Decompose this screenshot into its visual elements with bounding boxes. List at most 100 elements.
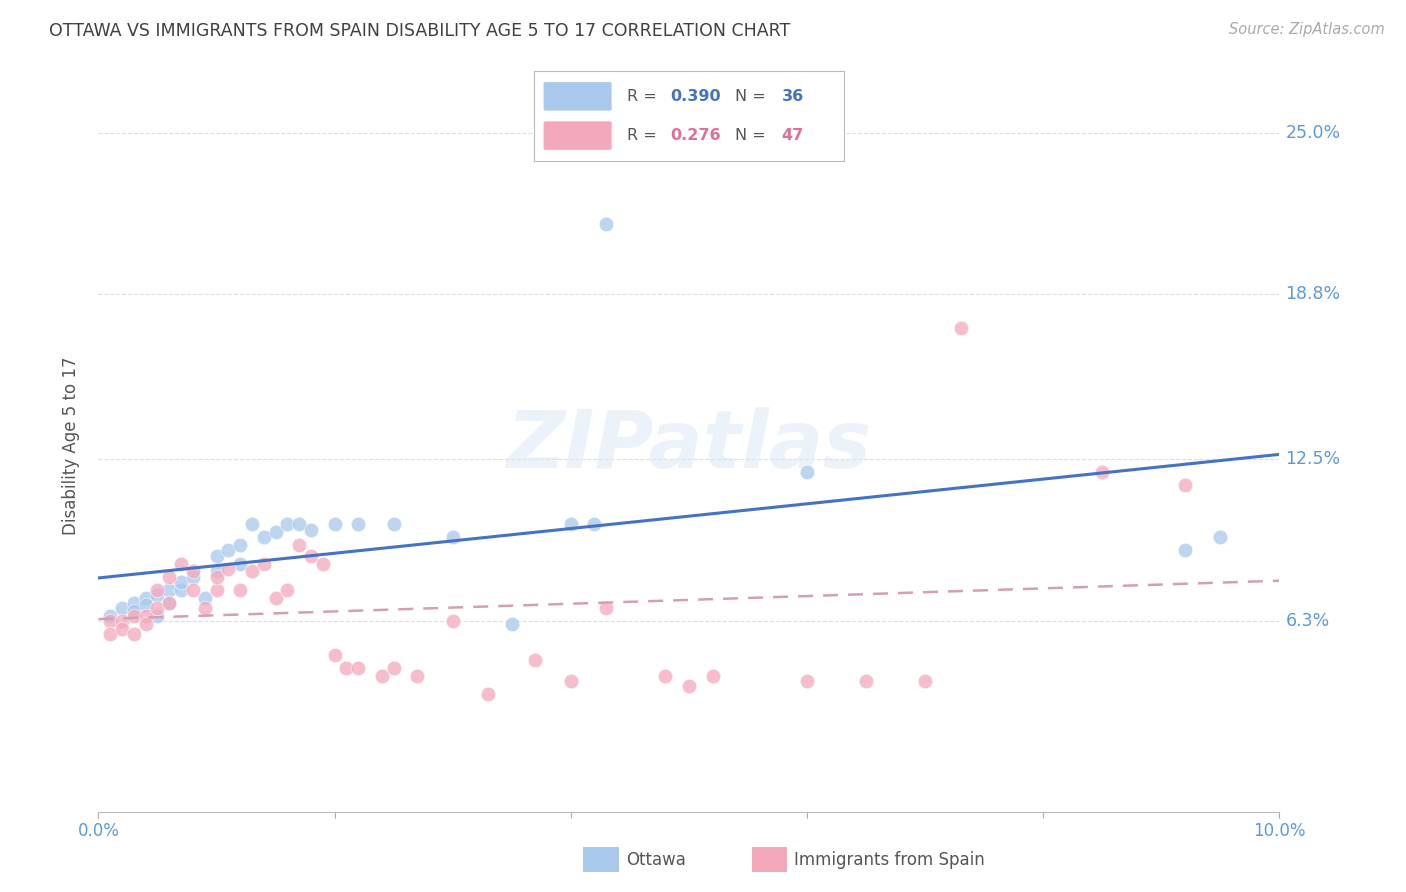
Point (122, 608, 145, 623)
Point (264, 525, 287, 540)
Point (146, 608, 169, 623)
Text: 0.276: 0.276 (671, 128, 721, 143)
Point (240, 517, 263, 532)
Text: 47: 47 (782, 128, 804, 143)
Point (323, 648, 346, 662)
Point (323, 517, 346, 532)
Point (382, 661, 405, 675)
Point (678, 679, 700, 693)
Text: N =: N = (735, 128, 772, 143)
Point (347, 661, 370, 675)
Point (1174, 478, 1197, 492)
Text: 6.3%: 6.3% (1285, 612, 1330, 630)
Text: Immigrants from Spain: Immigrants from Spain (794, 851, 986, 869)
Text: 18.8%: 18.8% (1285, 285, 1340, 303)
Point (796, 674, 818, 689)
Point (855, 674, 877, 689)
Text: 12.5%: 12.5% (1285, 450, 1340, 468)
Point (217, 562, 239, 576)
Point (501, 616, 523, 631)
Point (595, 217, 617, 231)
Point (135, 599, 157, 613)
Text: Ottawa: Ottawa (626, 851, 686, 869)
Point (335, 661, 357, 675)
Point (796, 465, 818, 479)
Point (288, 517, 311, 532)
Point (1091, 465, 1114, 479)
Point (654, 669, 676, 683)
Point (98, 608, 121, 623)
Point (194, 601, 217, 615)
FancyBboxPatch shape (544, 121, 612, 150)
Point (702, 669, 724, 683)
Point (146, 588, 169, 602)
Text: R =: R = (627, 89, 662, 103)
Point (135, 608, 157, 623)
Point (170, 574, 193, 589)
Point (299, 549, 322, 563)
Text: R =: R = (627, 128, 662, 143)
Point (253, 557, 276, 571)
Point (181, 582, 204, 597)
Text: 0.390: 0.390 (671, 89, 721, 103)
Point (205, 569, 228, 583)
Point (194, 591, 217, 605)
Text: 25.0%: 25.0% (1285, 123, 1340, 142)
Point (524, 653, 547, 667)
Point (288, 538, 311, 552)
Y-axis label: Disability Age 5 to 17: Disability Age 5 to 17 (62, 357, 80, 535)
Point (371, 669, 394, 683)
Point (299, 523, 322, 537)
Point (264, 591, 287, 605)
Point (560, 674, 582, 689)
Point (157, 596, 180, 610)
Point (253, 530, 276, 544)
Point (229, 538, 252, 552)
Point (560, 517, 582, 532)
Point (122, 627, 145, 641)
Point (98, 627, 121, 641)
Point (312, 557, 335, 571)
Point (477, 687, 499, 701)
Point (382, 517, 405, 532)
Text: ZIPatlas: ZIPatlas (506, 407, 872, 485)
Text: OTTAWA VS IMMIGRANTS FROM SPAIN DISABILITY AGE 5 TO 17 CORRELATION CHART: OTTAWA VS IMMIGRANTS FROM SPAIN DISABILI… (49, 22, 790, 40)
Point (122, 603, 145, 617)
Text: 36: 36 (782, 89, 804, 103)
FancyBboxPatch shape (544, 82, 612, 111)
Point (441, 530, 464, 544)
Point (276, 582, 298, 597)
Point (135, 616, 157, 631)
Point (441, 614, 464, 628)
Point (111, 614, 134, 628)
Point (181, 569, 204, 583)
Point (1174, 543, 1197, 558)
Point (205, 582, 228, 597)
Point (111, 601, 134, 615)
Point (1209, 530, 1232, 544)
Point (583, 517, 606, 532)
Point (170, 582, 193, 597)
Point (595, 601, 617, 615)
Point (146, 582, 169, 597)
Point (276, 517, 298, 532)
Point (157, 582, 180, 597)
Point (406, 669, 429, 683)
Point (949, 321, 972, 335)
Point (229, 557, 252, 571)
Point (347, 517, 370, 532)
Point (229, 582, 252, 597)
Text: Source: ZipAtlas.com: Source: ZipAtlas.com (1229, 22, 1385, 37)
Point (98, 614, 121, 628)
Point (240, 565, 263, 579)
Point (205, 565, 228, 579)
Point (111, 622, 134, 636)
Point (914, 674, 936, 689)
Text: N =: N = (735, 89, 772, 103)
Point (217, 543, 239, 558)
Point (122, 596, 145, 610)
Point (157, 596, 180, 610)
Point (146, 601, 169, 615)
Point (181, 565, 204, 579)
Point (157, 569, 180, 583)
